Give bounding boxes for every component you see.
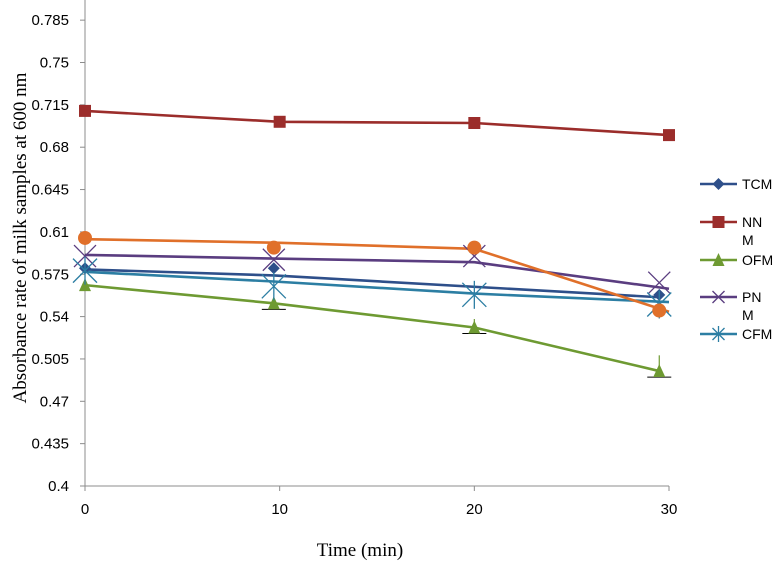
legend-item: PN M <box>700 289 761 323</box>
legend-item: CFM <box>700 326 772 342</box>
series-line <box>84 109 670 137</box>
y-tick-label: 0.4 <box>48 478 69 495</box>
y-tick-labels: 0.4 0.435 0.47 0.505 0.54 0.575 0.61 0.645 0.68 0… <box>31 12 69 495</box>
legend-swatch-marker <box>712 178 725 190</box>
legend-label: PN M <box>742 289 761 323</box>
y-tick-label: 0.575 <box>31 266 69 283</box>
y-tick-label: 0.54 <box>40 309 69 326</box>
legend-label: OFM <box>742 252 773 268</box>
data-point <box>78 230 92 245</box>
y-tick-label: 0.505 <box>31 351 69 368</box>
x-tick-label: 0 <box>81 501 89 518</box>
marker-stroke <box>262 248 286 272</box>
data-point <box>653 364 666 378</box>
data-point <box>462 244 486 268</box>
legend-item: NN M <box>700 214 762 248</box>
data-point <box>261 272 287 301</box>
y-tick-label: 0.435 <box>31 436 69 453</box>
series-line <box>84 237 670 313</box>
y-axis-title: Absorbance rate of milk samples at 600 n… <box>10 72 31 403</box>
x-axis-title: Time (min) <box>317 540 403 561</box>
legend-swatch-marker <box>712 216 725 228</box>
legend-swatch-marker <box>712 326 725 342</box>
series-lines <box>84 109 670 373</box>
legend: TCM NN M OFM PN M CFM <box>700 176 773 342</box>
x-tick-label: 30 <box>661 501 678 518</box>
data-point <box>468 320 481 334</box>
data-point <box>468 117 481 129</box>
series-markers <box>72 104 675 378</box>
y-tick-label: 0.47 <box>40 393 69 410</box>
y-tick-label: 0.68 <box>40 139 69 156</box>
legend-label: TCM <box>742 176 772 192</box>
data-point <box>262 248 286 272</box>
series-line <box>84 253 670 291</box>
y-tick-label: 0.75 <box>40 55 69 72</box>
series-line <box>84 270 670 304</box>
series-line <box>84 283 660 373</box>
y-tick-label: 0.715 <box>31 97 69 114</box>
data-point <box>273 115 286 128</box>
legend-swatch-marker <box>712 290 725 304</box>
legend-item: TCM <box>700 176 772 192</box>
data-point <box>461 280 487 309</box>
data-point <box>79 104 91 117</box>
data-point <box>647 271 671 295</box>
data-point <box>267 262 280 275</box>
marker-stroke <box>462 244 486 268</box>
data-point <box>79 278 91 292</box>
data-point <box>267 296 280 310</box>
data-point <box>467 240 482 255</box>
marker-stroke <box>647 271 671 295</box>
legend-swatch-marker <box>712 253 725 266</box>
x-tick-label: 10 <box>271 501 288 518</box>
y-tick-label: 0.785 <box>31 12 69 29</box>
legend-item: OFM <box>700 252 773 268</box>
x-tick-label: 20 <box>466 501 483 518</box>
y-tick-label: 0.645 <box>31 182 69 199</box>
data-point <box>652 303 667 318</box>
x-tick-labels: 0 10 20 30 <box>81 501 678 518</box>
data-point <box>266 240 281 255</box>
marker-stroke <box>712 290 725 304</box>
legend-label: CFM <box>742 326 772 342</box>
data-point <box>72 256 98 285</box>
legend-label: NN M <box>742 214 762 248</box>
data-point <box>663 129 675 142</box>
y-tick-label: 0.61 <box>40 224 69 241</box>
